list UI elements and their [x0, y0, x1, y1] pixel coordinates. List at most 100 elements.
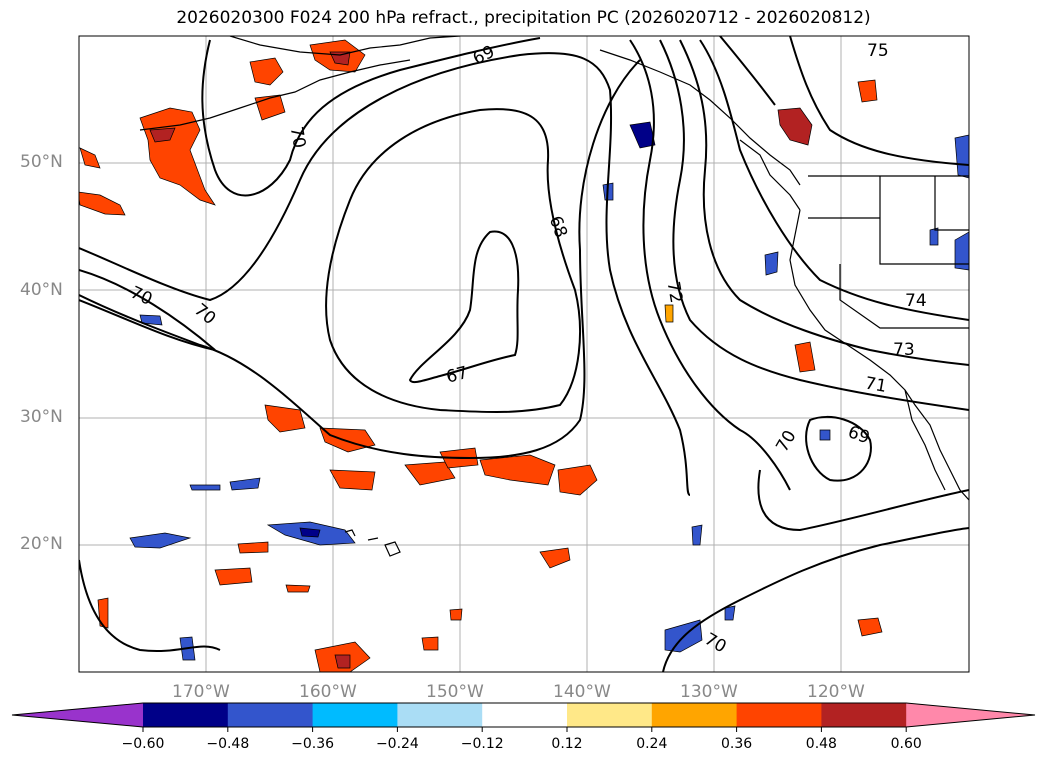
precip-area: [404, 461, 456, 486]
lon-label-160w: 160°W: [299, 682, 357, 702]
colorbar-outline: [11, 702, 1036, 728]
colorbar-segment: [821, 703, 907, 727]
precip-area: [421, 636, 439, 651]
precip-negative-areas: [129, 121, 969, 661]
hawaii-islands: [344, 529, 401, 557]
lon-label-150w: 150°W: [426, 682, 484, 702]
colorbar-tick-label: −0.48: [206, 736, 250, 752]
se-alaska-coast: [599, 49, 801, 186]
colorbar-tick-label: 0.24: [636, 736, 668, 752]
colorbar-tick-label: −0.36: [291, 736, 335, 752]
contour-line: [805, 415, 872, 482]
contour-line: [201, 37, 541, 197]
precip-area: [299, 527, 321, 538]
precip-area: [479, 454, 556, 486]
contour-label: 75: [867, 41, 889, 61]
precip-area: [334, 654, 351, 669]
precip-area: [149, 127, 176, 143]
colorbar-segment: [143, 703, 229, 727]
contour-label: 74: [905, 291, 927, 311]
contour-line: [79, 52, 691, 496]
precip-area: [724, 605, 736, 621]
precip-area: [129, 532, 192, 549]
colorbar-tick-label: 0.36: [721, 736, 753, 752]
contour-line: [659, 39, 969, 411]
contour-line: [79, 59, 641, 460]
precip-area: [264, 404, 306, 433]
colorbar-segment: [227, 703, 314, 727]
contour-line: [679, 39, 969, 366]
precip-area: [664, 304, 674, 323]
precip-area: [629, 121, 656, 149]
colorbar-segment: [397, 703, 483, 727]
colorbar-tick-label: −0.12: [460, 736, 504, 752]
colorbar-tick-label: 0.12: [551, 736, 583, 752]
precip-area: [79, 147, 101, 169]
precip-area: [79, 191, 126, 216]
contour-line: [789, 36, 969, 166]
colorbar-tick-label: −0.24: [375, 736, 419, 752]
contour-line: [699, 39, 969, 321]
precip-area: [449, 608, 463, 621]
contour-label: 71: [863, 373, 888, 396]
contour-line: [757, 469, 969, 532]
precip-area: [691, 524, 703, 546]
precip-area: [764, 251, 779, 276]
alaska-coast: [229, 36, 461, 56]
precip-area: [954, 231, 969, 271]
contour-label: 73: [893, 340, 915, 360]
precip-area: [249, 57, 284, 86]
precip-area: [819, 429, 831, 441]
precip-area: [329, 469, 376, 491]
west-coast: [789, 209, 969, 501]
colorbar-extend-low: [12, 703, 143, 727]
colorbar-segment: [312, 703, 398, 727]
state-borders: [808, 176, 969, 329]
aleutian-chain: [139, 59, 411, 131]
colorbar-tick-label: −0.60: [121, 736, 165, 752]
colorbar-tick-label: 0.48: [805, 736, 837, 752]
map-title: 2026020300 F024 200 hPa refract., precip…: [176, 8, 871, 28]
precip-area: [139, 314, 163, 326]
colorbar-extend-high: [906, 703, 1035, 727]
contour-label: 70: [286, 125, 309, 150]
colorbar-segment: [651, 703, 738, 727]
map-plot: 69 70 68 70 70 67 72 75 74 73 71 70 69 7…: [78, 35, 970, 673]
bc-coast: [739, 139, 801, 211]
precip-area: [229, 477, 261, 491]
precip-area: [97, 597, 109, 629]
precip-area: [954, 134, 969, 179]
lat-label-50n: 50°N: [20, 152, 63, 172]
precip-area: [189, 484, 221, 491]
contour-line: [719, 36, 776, 106]
map-frame: [78, 35, 970, 673]
lat-label-20n: 20°N: [20, 534, 63, 554]
precip-area: [777, 107, 813, 146]
precip-area: [857, 79, 878, 103]
precip-area: [557, 464, 598, 496]
contour-line: [325, 108, 581, 414]
precip-area: [794, 341, 816, 373]
lon-label-170w: 170°W: [172, 682, 230, 702]
colorbar-segment: [567, 703, 653, 727]
colorbar-segment: [736, 703, 822, 727]
precip-positive-areas: [79, 39, 883, 672]
lon-label-130w: 130°W: [680, 682, 738, 702]
precip-area: [254, 94, 286, 121]
contour-line: [408, 230, 520, 384]
precip-area: [237, 541, 269, 554]
coastlines: [139, 36, 969, 557]
precip-area: [329, 51, 351, 66]
contour-label: 72: [663, 280, 686, 305]
precip-area: [285, 584, 311, 593]
contour-line: [629, 39, 791, 491]
contour-line: [662, 527, 969, 672]
refractivity-contours: [79, 36, 969, 672]
contour-line: [79, 559, 221, 652]
lat-label-30n: 30°N: [20, 407, 63, 427]
precip-area: [857, 617, 883, 637]
lon-label-140w: 140°W: [553, 682, 611, 702]
colorbar-segment: [482, 703, 568, 727]
contour-line: [79, 269, 216, 351]
lat-label-40n: 40°N: [20, 280, 63, 300]
